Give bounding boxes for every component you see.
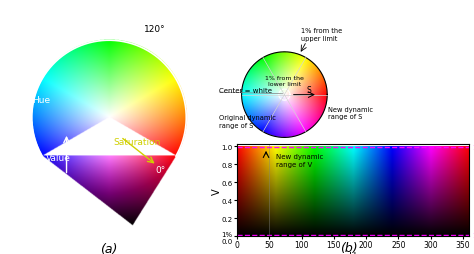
Y-axis label: V: V — [211, 187, 221, 194]
Text: 0°: 0° — [155, 165, 165, 174]
Text: Original dynamic
range of S: Original dynamic range of S — [219, 115, 276, 128]
Text: $S_{HSV}$=1: $S_{HSV}$=1 — [270, 148, 299, 161]
Text: New dynamic
range of V: New dynamic range of V — [276, 154, 323, 167]
Text: 240°: 240° — [10, 73, 32, 83]
Text: Hue: Hue — [32, 96, 50, 105]
Text: Value: Value — [46, 153, 71, 162]
X-axis label: H: H — [349, 251, 357, 254]
Text: Saturation: Saturation — [113, 138, 160, 147]
Text: 120°: 120° — [144, 25, 165, 34]
Text: 1% from the
lower limit: 1% from the lower limit — [265, 76, 304, 87]
Text: 1%: 1% — [473, 232, 474, 238]
Text: 1%: 1% — [473, 145, 474, 150]
Text: New dynamic
range of S: New dynamic range of S — [328, 106, 373, 120]
Text: S: S — [307, 85, 311, 94]
Text: (b): (b) — [339, 241, 357, 254]
Text: Center = white: Center = white — [219, 88, 273, 94]
Text: 1% from the
upper limit: 1% from the upper limit — [301, 28, 342, 42]
Text: (a): (a) — [100, 242, 118, 254]
